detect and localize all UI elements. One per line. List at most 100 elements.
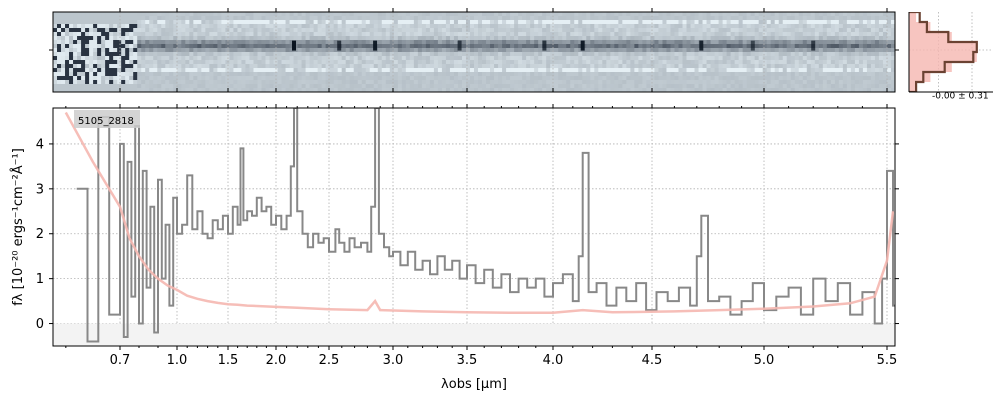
spectrum-2d-pixel bbox=[618, 20, 623, 24]
spectrum-2d-pixel bbox=[281, 16, 286, 20]
spectrum-2d-pixel bbox=[514, 76, 519, 80]
spectrum-2d-pixel bbox=[754, 40, 760, 44]
spectrum-2d-pixel bbox=[526, 48, 531, 52]
spectrum-2d-pixel bbox=[838, 80, 844, 84]
spectrum-2d-pixel bbox=[594, 24, 599, 28]
spectrum-2d-pixel bbox=[53, 84, 58, 88]
spectrum-2d-pixel bbox=[417, 68, 423, 72]
spectrum-2d-pixel bbox=[678, 56, 683, 60]
spectrum-2d-pixel bbox=[117, 64, 122, 68]
spectrum-2d-pixel bbox=[666, 56, 671, 60]
spectrum-2d-pixel bbox=[409, 12, 415, 16]
spectrum-2d-pixel bbox=[149, 76, 154, 80]
spectrum-2d-pixel bbox=[642, 24, 647, 28]
spectrum-2d-pixel bbox=[514, 84, 519, 88]
spectrum-2d-pixel bbox=[726, 80, 732, 84]
spectrum-2d-pixel bbox=[666, 72, 671, 76]
spectrum-2d-pixel bbox=[309, 36, 315, 40]
spectrum-2d-pixel bbox=[197, 36, 202, 40]
spectrum-2d-pixel bbox=[125, 16, 130, 20]
spectrum-2d-pixel bbox=[658, 60, 663, 64]
spectrum-2d-pixel bbox=[478, 28, 483, 32]
spectrum-2d-pixel bbox=[842, 72, 848, 76]
spectrum-2d-pixel bbox=[574, 36, 579, 40]
spectrum-2d-pixel bbox=[678, 24, 683, 28]
spectrum-2d-pixel bbox=[465, 60, 471, 64]
spectrum-2d-pixel bbox=[349, 68, 355, 72]
spectrum-2d-pixel bbox=[694, 56, 699, 60]
spectrum-2d-pixel bbox=[734, 88, 740, 92]
spectrum-2d-pixel bbox=[285, 76, 290, 80]
spectrum-2d-pixel bbox=[341, 12, 347, 16]
spectrum-2d-pixel bbox=[610, 84, 615, 88]
spectrum-2d-pixel bbox=[405, 32, 411, 36]
spectrum-2d-pixel bbox=[73, 80, 78, 84]
spectrum-2d-pixel bbox=[590, 72, 595, 76]
spectrum-2d-pixel bbox=[530, 12, 535, 16]
spectrum-2d-pixel bbox=[546, 28, 551, 32]
spectrum-2d-pixel bbox=[638, 72, 643, 76]
spectrum-2d-pixel bbox=[81, 72, 86, 76]
spectrum-2d-pixel bbox=[842, 48, 848, 52]
spectrum-2d-pixel bbox=[714, 40, 719, 44]
spectrum-2d-pixel bbox=[465, 24, 471, 28]
spectrum-2d-pixel bbox=[193, 24, 198, 28]
spectrum-2d-pixel bbox=[762, 84, 768, 88]
spectrum-2d-pixel bbox=[101, 80, 106, 84]
spectrum-2d-pixel bbox=[449, 20, 455, 24]
spectrum-2d-pixel bbox=[662, 76, 667, 80]
spectrum-2d-pixel bbox=[486, 88, 491, 92]
spectrum-2d-pixel bbox=[65, 24, 70, 28]
spectrum-2d-pixel bbox=[405, 84, 411, 88]
spectrum-2d-pixel bbox=[882, 36, 888, 40]
spectrum-2d-pixel bbox=[89, 68, 94, 72]
spectrum-2d-pixel bbox=[389, 56, 395, 60]
spectrum-2d-pixel bbox=[113, 80, 118, 84]
spectrum-2d-pixel bbox=[618, 56, 623, 60]
spectrum-2d-pixel bbox=[217, 36, 222, 40]
spectrum-2d-pixel bbox=[814, 44, 820, 48]
spectrum-2d-pixel bbox=[578, 68, 583, 72]
spectrum-2d-pixel bbox=[197, 88, 202, 92]
spectrum-2d-pixel bbox=[341, 24, 347, 28]
spectrum-2d-pixel bbox=[301, 48, 306, 52]
spectrum-2d-pixel bbox=[758, 48, 764, 52]
spectrum-2d-pixel bbox=[217, 28, 222, 32]
spectrum-2d-pixel bbox=[261, 28, 266, 32]
spectrum-2d-pixel bbox=[662, 84, 667, 88]
spectrum-2d-pixel bbox=[594, 32, 599, 36]
spectrum-2d-pixel bbox=[109, 40, 114, 44]
spectrum-2d-pixel bbox=[522, 52, 527, 56]
spectrum-2d-pixel bbox=[670, 80, 675, 84]
spectrum-2d-pixel bbox=[694, 16, 699, 20]
spectrum-2d-pixel bbox=[726, 64, 732, 68]
spectrum-2d-pixel bbox=[445, 76, 451, 80]
spectrum-2d-pixel bbox=[574, 40, 579, 44]
spectrum-2d-pixel bbox=[654, 56, 659, 60]
spectrum-2d-pixel bbox=[89, 72, 94, 76]
spectrum-2d-pixel bbox=[417, 28, 423, 32]
spectrum-2d-pixel bbox=[890, 56, 895, 60]
spectrum-2d-pixel bbox=[806, 84, 812, 88]
spectrum-2d-pixel bbox=[686, 76, 691, 80]
spectrum-2d-pixel bbox=[53, 44, 58, 48]
spectrum-2d-pixel bbox=[441, 80, 447, 84]
spectrum-2d-pixel bbox=[125, 68, 130, 72]
spectrum-2d-pixel bbox=[474, 24, 479, 28]
spectrum-2d-pixel bbox=[474, 60, 479, 64]
spectrum-2d-pixel bbox=[882, 84, 888, 88]
spectrum-2d-pixel bbox=[490, 24, 495, 28]
spectrum-2d-pixel bbox=[614, 52, 619, 56]
spectrum-2d-pixel bbox=[361, 20, 367, 24]
spectrum-2d-pixel bbox=[85, 28, 90, 32]
spectrum-2d-pixel bbox=[433, 40, 439, 44]
spectrum-2d-pixel bbox=[838, 36, 844, 40]
spectrum-2d-pixel bbox=[469, 76, 475, 80]
spectrum-2d-pixel bbox=[349, 80, 355, 84]
spectrum-2d-pixel bbox=[858, 52, 864, 56]
y-tick-label: 2 bbox=[36, 227, 44, 242]
spectrum-2d-pixel bbox=[506, 88, 511, 92]
spectrum-2d-pixel bbox=[373, 80, 379, 84]
spectrum-2d-pixel bbox=[421, 40, 427, 44]
spectrum-2d-pixel bbox=[125, 76, 130, 80]
